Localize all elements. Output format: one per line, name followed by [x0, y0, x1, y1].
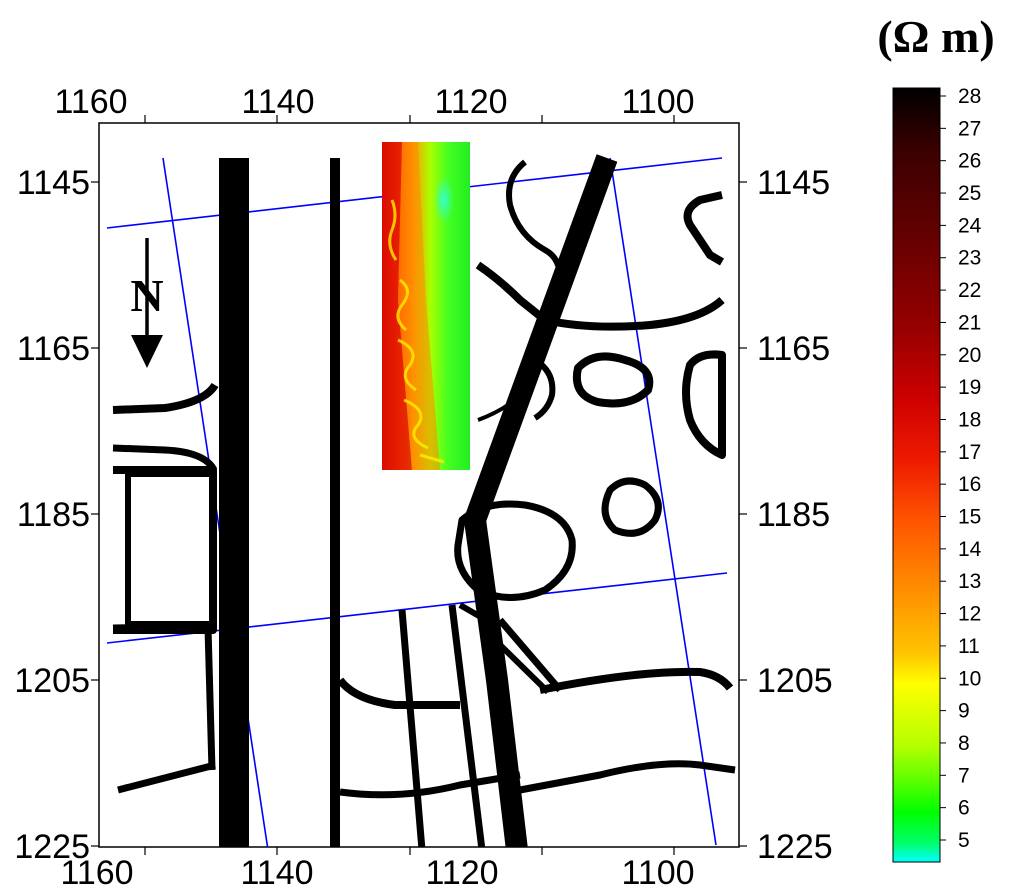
- colorbar-tick-label: 9: [958, 700, 970, 723]
- map-features: [112, 154, 736, 847]
- tick-marks: [91, 115, 747, 855]
- colorbar-tick-label: 17: [958, 441, 981, 464]
- colorbar-tick-label: 18: [958, 408, 981, 431]
- colorbar-tick-label: 10: [958, 667, 981, 690]
- x-tick-bottom-1120: 1120: [425, 854, 498, 888]
- colorbar-tick-label: 14: [958, 538, 982, 561]
- x-axis-top: 1160 1140 1120 1100: [54, 83, 694, 121]
- x-tick-top-1140: 1140: [241, 83, 314, 121]
- colorbar-tick-label: 7: [958, 764, 970, 787]
- colorbar-tick-label: 6: [958, 797, 970, 820]
- x-axis-bottom: 1160 1140 1120 1100: [60, 854, 694, 888]
- y-tick-left-1145: 1145: [17, 164, 90, 202]
- colorbar-tick-label: 26: [958, 150, 981, 173]
- colorbar-tick-label: 27: [958, 117, 981, 140]
- colorbar-tick-label: 19: [958, 376, 981, 399]
- colorbar-tick-label: 21: [958, 311, 981, 334]
- resistivity-image: [382, 142, 470, 470]
- colorbar-tick-label: 16: [958, 473, 981, 496]
- colorbar-tick-label: 5: [958, 829, 970, 852]
- colorbar-tick-label: 12: [958, 603, 981, 626]
- x-tick-bottom-1100: 1100: [621, 854, 694, 888]
- x-tick-top-1160: 1160: [54, 83, 127, 121]
- x-tick-top-1120: 1120: [434, 83, 507, 121]
- colorbar-tick-label: 13: [958, 570, 981, 593]
- colorbar-unit-title: (Ω m): [877, 11, 994, 62]
- y-tick-right-1145: 1145: [757, 164, 830, 202]
- y-tick-left-1185: 1185: [17, 496, 90, 534]
- y-axis-left: 1145 1165 1185 1205 1225: [14, 164, 90, 866]
- y-tick-left-1225: 1225: [14, 828, 90, 866]
- colorbar-ticks: 28 27 26 25 24 23 22 21 20 19 18 17 16 15 14 13 12 11 10 9 8…: [940, 85, 982, 852]
- north-label: N: [130, 270, 163, 321]
- y-axis-right: 1145 1165 1185 1205 1225: [757, 164, 833, 866]
- y-tick-right-1165: 1165: [757, 330, 830, 368]
- y-tick-right-1205: 1205: [757, 662, 833, 700]
- colorbar-tick-label: 11: [958, 635, 980, 658]
- colorbar-tick-label: 20: [958, 344, 981, 367]
- y-tick-right-1185: 1185: [757, 496, 830, 534]
- y-tick-left-1205: 1205: [14, 662, 90, 700]
- colorbar: (Ω m) 28 27 26 25 24 23 22 21 20 19 18 17 16 15 14 13 12…: [877, 11, 995, 863]
- colorbar-tick-label: 24: [958, 214, 982, 237]
- colorbar-tick-label: 8: [958, 732, 970, 755]
- colorbar-tick-label: 25: [958, 182, 981, 205]
- colorbar-tick-label: 15: [958, 506, 981, 529]
- colorbar-tick-label: 28: [958, 85, 981, 108]
- x-tick-top-1100: 1100: [621, 83, 694, 121]
- colorbar-tick-label: 23: [958, 247, 981, 270]
- x-tick-bottom-1160: 1160: [60, 854, 133, 888]
- colorbar-tick-label: 22: [958, 279, 981, 302]
- x-tick-bottom-1140: 1140: [240, 854, 313, 888]
- colorbar-gradient: [892, 87, 941, 863]
- y-tick-left-1165: 1165: [17, 330, 90, 368]
- north-arrow: N: [130, 238, 164, 368]
- y-tick-right-1225: 1225: [757, 828, 833, 866]
